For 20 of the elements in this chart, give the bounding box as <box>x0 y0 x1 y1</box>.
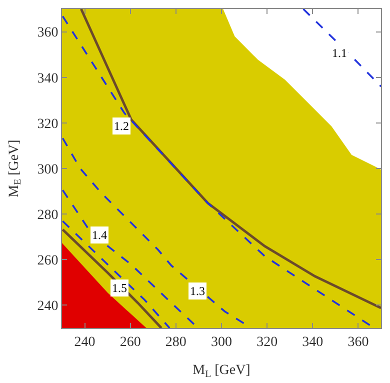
y-tick-label: 320 <box>37 116 58 132</box>
y-tick-label: 340 <box>37 71 58 86</box>
x-tick-label: 260 <box>120 334 141 350</box>
x-tick-label: 360 <box>348 334 369 350</box>
x-tick-label: 320 <box>256 334 278 350</box>
y-tick-label: 240 <box>37 299 58 314</box>
annotation: 1.2 <box>114 119 129 133</box>
annotation: 1.5 <box>112 281 127 295</box>
y-tick-label: 260 <box>37 254 58 269</box>
x-tick-label: 240 <box>74 334 96 350</box>
y-tick-label: 360 <box>37 26 58 41</box>
y-tick-label: 280 <box>37 208 58 223</box>
annotation: 1.1 <box>332 46 347 60</box>
x-tick-label: 340 <box>302 334 324 350</box>
x-tick-label: 300 <box>211 334 232 350</box>
x-tick-label: 280 <box>165 334 186 350</box>
x-axis-title: M$_{L}$ [GeV] <box>192 363 250 380</box>
annotation: 1.3 <box>190 284 205 298</box>
y-tick-label: 300 <box>37 162 58 178</box>
annotation: 1.4 <box>92 228 107 242</box>
